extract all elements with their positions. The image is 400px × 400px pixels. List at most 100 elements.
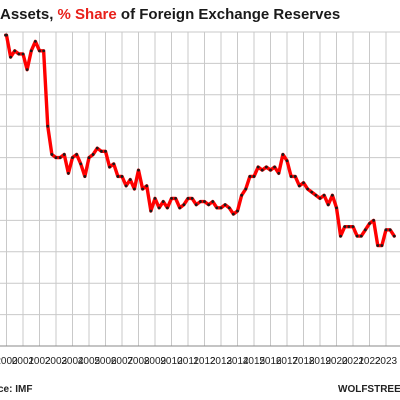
x-tick-label: 2013 [210,356,233,367]
data-point [322,193,326,197]
x-tick-label: 2000 [0,356,18,367]
data-point [269,168,272,172]
data-point [219,206,223,210]
data-point [145,184,149,188]
data-point [244,187,248,191]
data-point [29,49,33,53]
data-point [355,234,359,238]
data-point [388,228,392,232]
x-tick-label: 2020 [325,356,348,367]
data-point [252,175,256,178]
data-point [116,175,120,178]
data-point [277,171,281,175]
data-point [165,206,169,210]
data-point [293,175,297,178]
data-point [203,200,206,203]
data-point [71,156,74,160]
data-point [392,234,396,238]
x-axis-ticks: 2000200120022003200420052006200720082009… [0,356,398,367]
data-point [207,203,211,207]
data-point [149,209,153,213]
brand-label: WOLFSTREE [338,384,400,395]
x-tick-label: 2004 [61,356,84,367]
data-point [13,49,17,53]
data-point [33,40,37,43]
data-point [182,203,186,207]
data-point [306,187,310,191]
x-tick-label: 2003 [45,356,68,367]
x-tick-label: 2009 [144,356,167,367]
data-point [380,244,384,247]
data-point [227,206,231,210]
data-point [157,206,161,210]
data-point [66,171,70,175]
data-point [132,187,136,191]
data-point [21,52,25,56]
data-point [178,206,182,210]
data-point [264,165,268,169]
data-point [186,197,190,200]
data-point [112,162,116,166]
chart-title: Assets, % Share of Foreign Exchange Rese… [0,6,340,23]
data-point [108,165,112,169]
data-point [46,124,50,128]
data-point [297,184,301,188]
data-point [223,203,227,207]
data-point [9,55,13,59]
x-tick-label: 2023 [375,356,398,367]
data-point [75,153,79,156]
x-tick-label: 2001 [12,356,35,367]
data-point [281,153,285,156]
data-point [128,178,132,181]
x-tick-label: 2006 [94,356,117,367]
data-point [17,52,21,56]
data-point [302,181,305,185]
source-label: ce: IMF [0,384,32,395]
data-point [318,197,322,200]
chart-title-part: of Foreign Exchange Reserves [117,6,340,23]
data-point [339,234,343,238]
x-tick-label: 2008 [127,356,150,367]
data-point [310,190,314,194]
data-point [170,197,173,200]
data-point [38,49,41,53]
data-point [289,175,293,178]
data-point [99,149,103,153]
series-line [3,33,396,248]
data-point [236,209,239,213]
x-tick-label: 2010 [160,356,183,367]
data-point [248,175,252,178]
data-point [141,187,145,191]
data-point [314,193,318,197]
data-point [95,146,99,150]
data-point [326,203,330,207]
data-point [384,228,388,232]
data-point [120,175,124,178]
data-point [174,197,178,200]
x-tick-label: 2012 [193,356,216,367]
x-tick-label: 2005 [78,356,101,367]
chart-series [3,33,396,248]
data-point [25,68,29,72]
x-tick-label: 2021 [342,356,365,367]
data-point [368,222,371,225]
data-point [211,200,215,203]
data-point [190,197,194,200]
data-point [198,200,202,203]
data-point [58,156,62,160]
x-tick-label: 2022 [358,356,381,367]
data-point [330,193,334,197]
data-point [137,168,140,172]
chart-title-part: % Share [58,6,117,23]
data-point [260,168,264,172]
data-point [376,244,380,247]
data-point [273,165,277,169]
data-point [104,149,107,153]
data-point [372,219,376,222]
x-tick-label: 2011 [177,356,199,367]
x-tick-label: 2014 [226,356,249,367]
data-point [124,184,128,188]
data-point [50,153,54,156]
data-point [359,234,363,238]
